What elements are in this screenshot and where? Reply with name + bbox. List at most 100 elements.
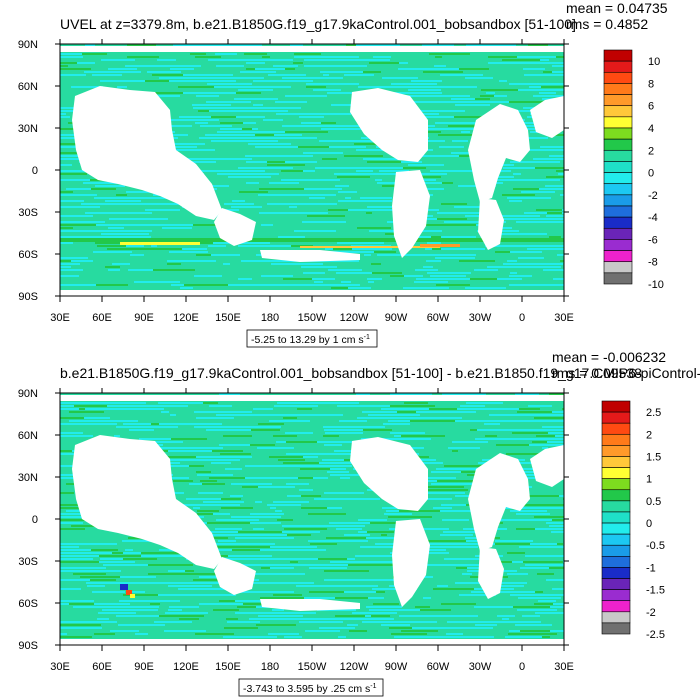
colorbar-label: 0.5 [646, 496, 661, 508]
colorbar-swatch [603, 127, 633, 140]
panel-2-y-ticks: 90N 60N 30N 0 30S 60S 90S [18, 388, 569, 652]
colorbar-swatch [603, 116, 633, 129]
colorbar-swatch [603, 49, 633, 62]
x-tick-label: 180 [261, 312, 279, 324]
panel-2-ocean-texture [60, 393, 564, 644]
y-tick-label: 30S [18, 207, 38, 219]
x-tick-label: 30W [469, 312, 492, 324]
colorbar-swatch [601, 522, 631, 535]
y-tick-label: 0 [32, 514, 38, 526]
colorbar-swatch [603, 272, 633, 285]
panel-1-range-box: -5.25 to 13.29 by 1 cm s-1 [246, 329, 378, 348]
colorbar-swatch [601, 456, 631, 468]
colorbar-swatch [601, 445, 631, 457]
colorbar-swatch [603, 105, 633, 118]
colorbar-label: 4 [648, 123, 654, 135]
colorbar-swatch [603, 83, 633, 95]
y-tick-label: 60N [18, 430, 38, 442]
colorbar-label: -2 [646, 607, 656, 619]
x-tick-label: 90W [385, 312, 408, 324]
colorbar-label: -10 [648, 279, 664, 291]
colorbar-swatch [601, 533, 631, 546]
colorbar-swatch [603, 138, 633, 151]
colorbar-swatch [601, 489, 631, 502]
colorbar-label: 2.5 [646, 407, 661, 419]
colorbar-swatch [601, 567, 631, 579]
panel-1-rms: rms = 0.4852 [566, 16, 648, 32]
colorbar-label: -6 [648, 234, 658, 246]
panel-1-y-ticks: 90N 60N 30N 0 30S 60S 90S [18, 39, 569, 303]
panel-1-title: UVEL at z=3379.8m, b.e21.B1850G.f19_g17.… [60, 16, 576, 32]
y-tick-label: 90N [18, 388, 38, 400]
panel-1-map [60, 44, 564, 296]
y-tick-label: 30N [18, 472, 38, 484]
panel-2-rms: rms = 0.09538 [552, 365, 642, 381]
x-tick-label: 120E [173, 661, 199, 673]
x-tick-label: 30E [50, 661, 70, 673]
colorbar-label: 1.5 [646, 451, 661, 463]
x-tick-label: 120E [173, 312, 199, 324]
x-tick-label: 150W [298, 661, 327, 673]
colorbar-swatch [601, 511, 631, 524]
colorbar-swatch [603, 216, 633, 229]
x-tick-label: 60W [427, 312, 450, 324]
y-tick-label: 0 [32, 165, 38, 177]
y-tick-label: 90S [18, 640, 38, 652]
colorbar-swatch [603, 227, 633, 240]
x-tick-label: 30E [554, 312, 574, 324]
colorbar-swatch [603, 60, 633, 73]
panel-2: b.e21.B1850G.f19_g17.9kaControl.001_bobs… [18, 349, 700, 697]
panel-1-ocean-texture [60, 44, 564, 295]
colorbar-swatch [603, 194, 633, 207]
x-tick-label: 30E [50, 312, 70, 324]
colorbar-label: -2 [648, 190, 658, 202]
colorbar-swatch [601, 589, 631, 602]
x-tick-label: 120W [340, 312, 369, 324]
x-tick-label: 90E [134, 661, 154, 673]
colorbar-swatch [603, 250, 633, 263]
colorbar-swatch [603, 183, 633, 196]
x-tick-label: 90W [385, 661, 408, 673]
colorbar-label: 10 [648, 56, 660, 68]
colorbar-swatch [603, 239, 633, 251]
x-tick-label: 0 [519, 661, 525, 673]
colorbar-label: -2.5 [646, 629, 665, 641]
panel-1-x-ticks: 30E 60E 90E 120E 150E 180 150W 120W 90W 60W 30W 0 30… [50, 39, 574, 324]
y-tick-label: 60S [18, 249, 38, 261]
colorbar-label: 8 [648, 78, 654, 90]
colorbar-swatch [601, 422, 631, 435]
panel-1-colorbar: 10 8 6 4 2 0 -2 -4 -6 -8 -10 [603, 49, 664, 291]
colorbar-swatch [603, 172, 633, 185]
x-tick-label: 180 [261, 661, 279, 673]
colorbar-label: 2 [648, 145, 654, 157]
colorbar-swatch [601, 622, 631, 635]
panel-1-range-text: -5.25 to 13.29 by 1 cm s-1 [251, 334, 370, 346]
x-tick-label: 150W [298, 312, 327, 324]
colorbar-swatch [601, 433, 631, 446]
colorbar-swatch [603, 71, 633, 84]
panel-2-range-box: -3.743 to 3.595 by .25 cm s-1 [238, 678, 384, 697]
panel-2-colorbar: 2.5 2 1.5 1 0.5 0 -0.5 -1 -1.5 -2 -2.5 [601, 400, 665, 641]
colorbar-swatch [601, 600, 631, 613]
colorbar-label: -0.5 [646, 540, 665, 552]
x-tick-label: 60E [92, 661, 112, 673]
x-tick-label: 60W [427, 661, 450, 673]
y-tick-label: 90S [18, 291, 38, 303]
x-tick-label: 90E [134, 312, 154, 324]
y-tick-label: 30N [18, 123, 38, 135]
colorbar-swatch [601, 578, 631, 590]
panel-2-title: b.e21.B1850G.f19_g17.9kaControl.001_bobs… [60, 365, 700, 381]
x-tick-label: 30E [554, 661, 574, 673]
x-tick-label: 30W [469, 661, 492, 673]
colorbar-label: -8 [648, 257, 658, 269]
colorbar-swatch [603, 261, 633, 274]
y-tick-label: 30S [18, 556, 38, 568]
y-tick-label: 60N [18, 81, 38, 93]
colorbar-swatch [601, 400, 631, 413]
y-tick-label: 60S [18, 598, 38, 610]
colorbar-swatch [603, 149, 633, 162]
colorbar-label: -1.5 [646, 585, 665, 597]
colorbar-label: 0 [648, 168, 654, 180]
colorbar-swatch [601, 556, 631, 568]
